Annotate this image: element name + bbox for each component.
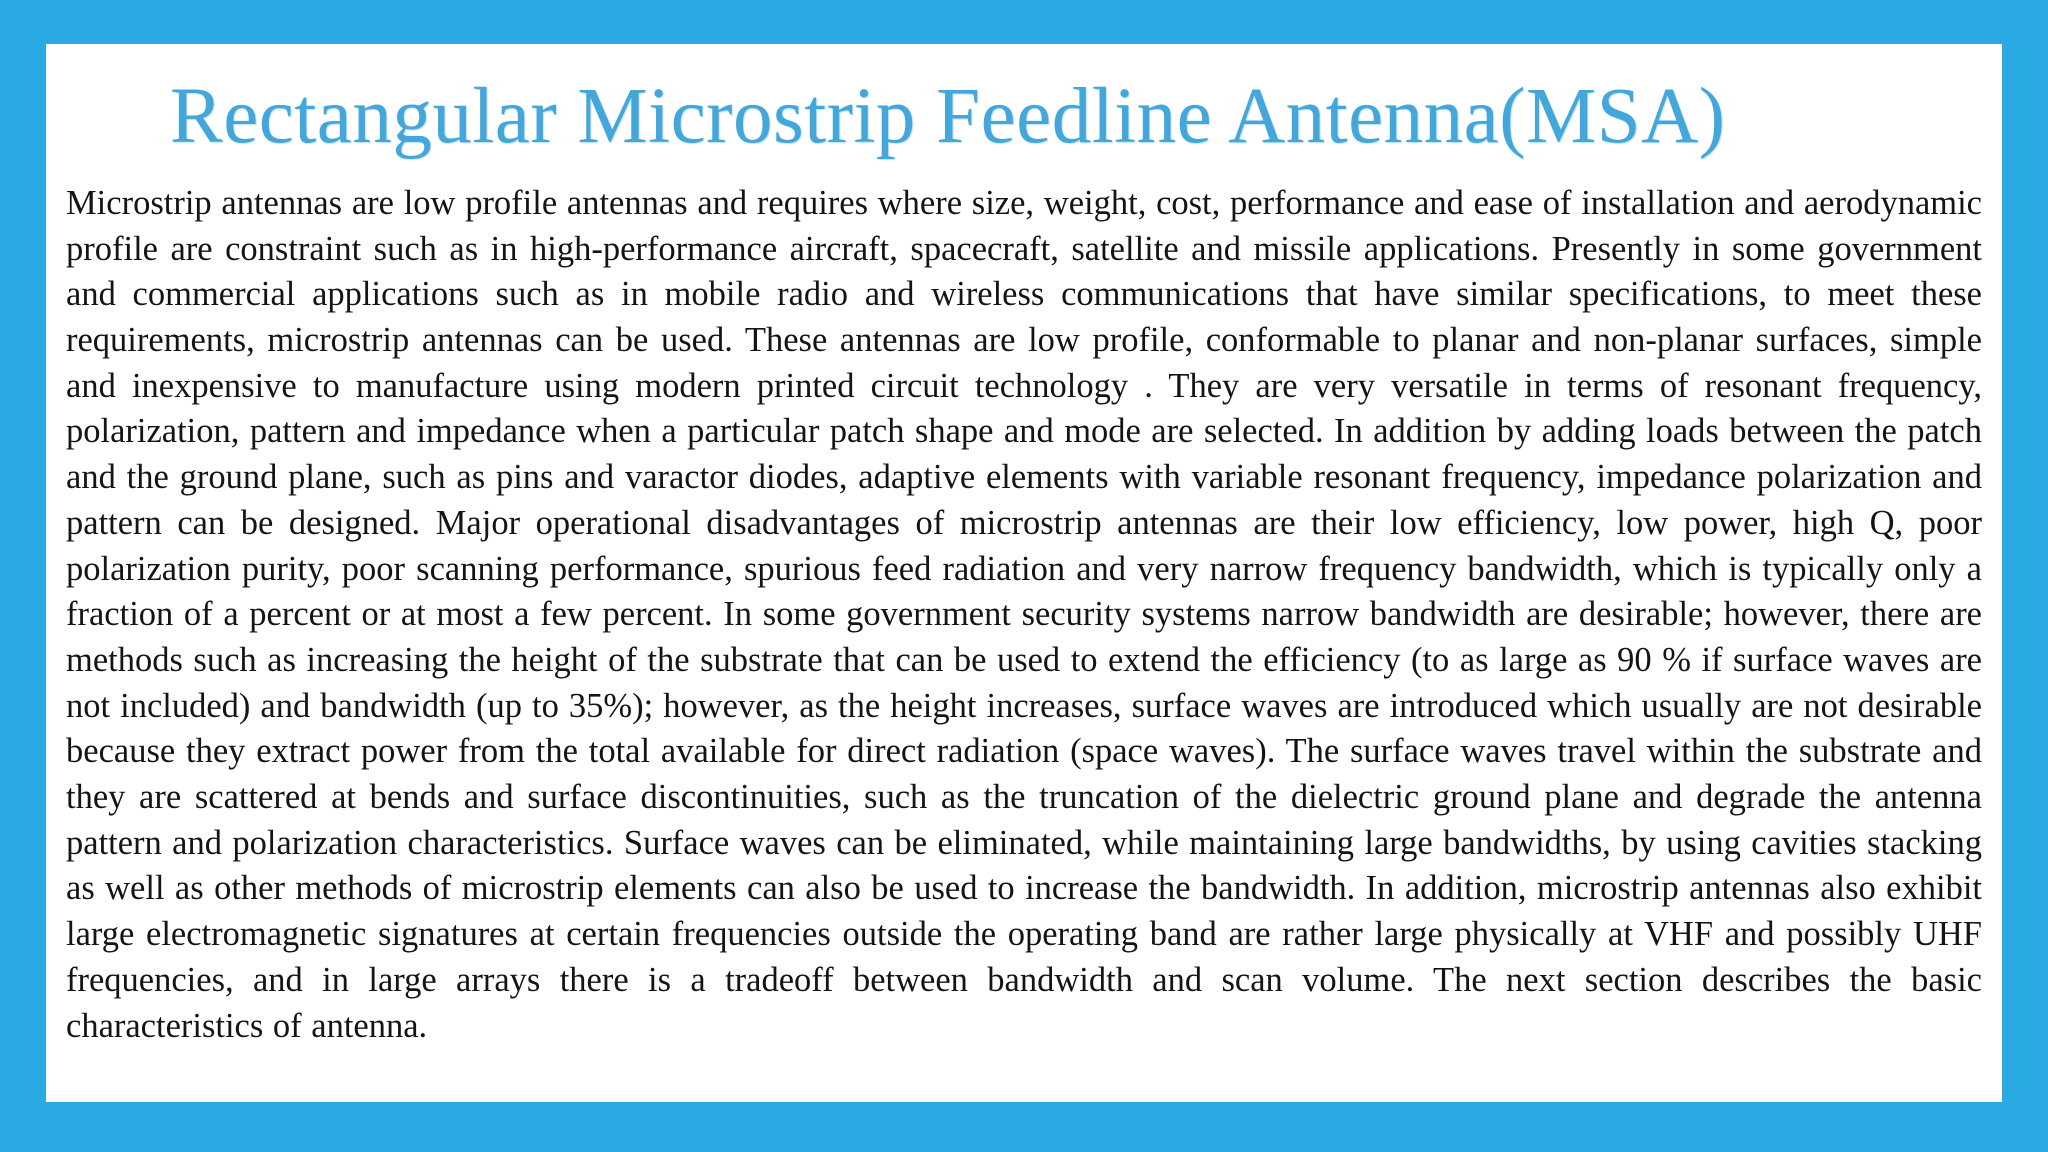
slide-body-paragraph: Microstrip antennas are low profile ante… [66, 183, 1982, 1045]
slide-content-area: Rectangular Microstrip Feedline Antenna(… [46, 44, 2002, 1102]
slide-title: Rectangular Microstrip Feedline Antenna(… [170, 73, 1726, 160]
